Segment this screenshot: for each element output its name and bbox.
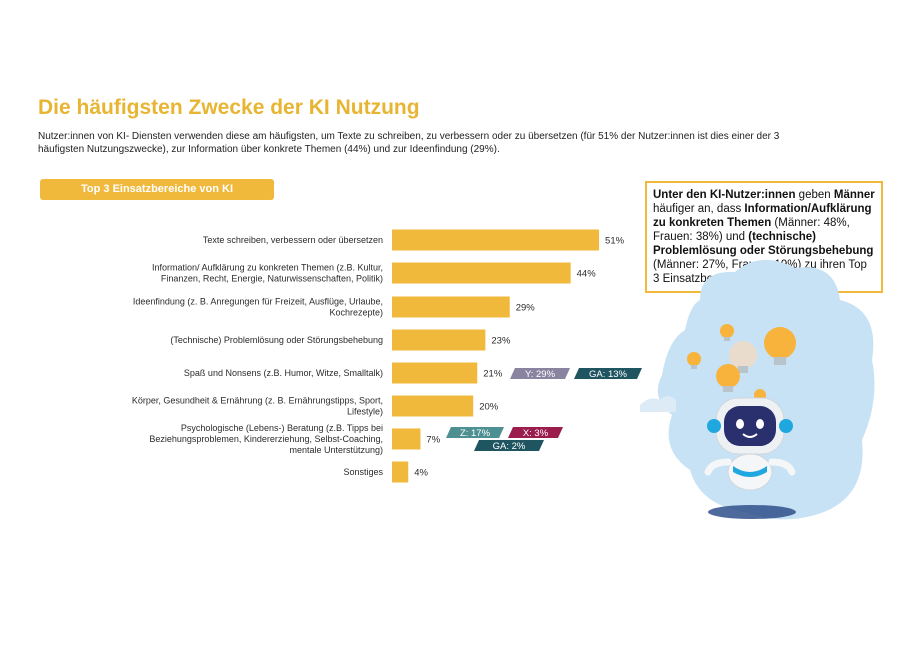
subgroup-badge xyxy=(510,368,570,379)
page-title: Die häufigsten Zwecke der KI Nutzung xyxy=(38,96,420,119)
subgroup-badge xyxy=(508,427,563,438)
category-label-line: Lifestyle) xyxy=(347,407,383,417)
subgroup-badge xyxy=(446,427,504,438)
value-label: 4% xyxy=(414,468,428,479)
page-subtitle: Nutzer:innen von KI- Diensten verwenden … xyxy=(38,131,780,155)
small-cloud xyxy=(640,396,676,412)
bar xyxy=(392,229,600,251)
category-label-line: Spaß und Nonsens (z.B. Humor, Witze, Sma… xyxy=(184,368,383,378)
callout-part-5: Information/Aufklärung zu konkreten Them… xyxy=(653,203,872,229)
value-label: 44% xyxy=(577,269,597,280)
bar xyxy=(392,296,510,318)
category-label: (Technische) Problemlösung oder Störungs… xyxy=(170,335,383,345)
lightbulb-icon xyxy=(687,352,701,369)
cloud-shape xyxy=(657,259,875,520)
category-label-line: mentale Unterstützung) xyxy=(289,445,383,455)
category-label: Ideenfindung (z. B. Anregungen für Freiz… xyxy=(133,297,383,318)
callout-part-7: (technische) Problemlösung oder Störungs… xyxy=(653,231,874,257)
lightbulb-icon xyxy=(720,324,734,341)
callout-part-1: Unter den KI-Nutzer:innen xyxy=(653,189,796,201)
subgroup-badge-label: Z: 17% xyxy=(460,428,491,439)
subgroup-badge-label: GA: 2% xyxy=(493,441,526,452)
category-label: Psychologische (Lebens-) Beratung (z.B. … xyxy=(149,423,383,455)
category-label-line: (Technische) Problemlösung oder Störungs… xyxy=(170,335,383,345)
subgroup-badge-label: GA: 13% xyxy=(589,369,628,380)
robot-ear-right xyxy=(779,419,793,433)
bar xyxy=(392,362,478,384)
robot-eye-right xyxy=(756,419,764,429)
lightbulb-icon xyxy=(764,327,796,365)
category-label: Texte schreiben, verbessern oder überset… xyxy=(203,235,383,245)
robot-eye-left xyxy=(736,419,744,429)
subgroup-badge xyxy=(574,368,642,379)
category-label-line: Sonstiges xyxy=(343,467,383,477)
robot-smile xyxy=(742,433,758,438)
subgroup-badge-label: X: 3% xyxy=(523,428,549,439)
lightbulb-icon xyxy=(716,364,740,392)
robot-arm-right xyxy=(768,458,796,476)
robot-face xyxy=(724,406,776,446)
value-label: 21% xyxy=(483,369,503,380)
value-label: 51% xyxy=(605,236,625,247)
category-label-line: Kochrezepte) xyxy=(329,308,383,318)
category-label-line: Körper, Gesundheit & Ernährung (z. B. Er… xyxy=(132,396,383,406)
callout-part-3: Männer xyxy=(833,189,875,201)
lightbulb-icon xyxy=(729,341,757,373)
subgroup-badge xyxy=(474,440,544,451)
robot-arm-left xyxy=(704,458,732,476)
category-label: Spaß und Nonsens (z.B. Humor, Witze, Sma… xyxy=(184,368,383,378)
value-label: 23% xyxy=(491,336,511,347)
bar xyxy=(392,329,486,351)
bar xyxy=(392,395,474,417)
bar xyxy=(392,428,421,450)
robot-collar xyxy=(733,466,767,477)
category-label-line: Texte schreiben, verbessern oder überset… xyxy=(203,235,383,245)
category-label-line: Psychologische (Lebens-) Beratung (z.B. … xyxy=(181,423,383,433)
bar xyxy=(392,461,409,483)
value-label: 20% xyxy=(479,402,499,413)
value-label: 29% xyxy=(516,303,536,314)
callout-part-2: geben xyxy=(795,189,834,201)
subgroup-badge-label: Y: 29% xyxy=(525,369,556,380)
callout-part-6: (Männer: 48%, Frauen: 38%) und xyxy=(653,217,850,243)
robot-shadow xyxy=(708,505,796,519)
category-label-line: Beziehungsproblemen, Kindererziehung, Se… xyxy=(149,434,383,444)
category-label: Körper, Gesundheit & Ernährung (z. B. Er… xyxy=(132,396,383,417)
callout-part-4: häufiger an, dass xyxy=(653,203,745,215)
gender-callout: Unter den KI-Nutzer:innen geben Männer h… xyxy=(645,181,883,293)
category-label: Information/ Aufklärung zu konkreten The… xyxy=(152,263,383,284)
chart-label-pill: Top 3 Einsatzbereiche von KI xyxy=(40,179,274,200)
category-label-line: Ideenfindung (z. B. Anregungen für Freiz… xyxy=(133,297,383,307)
category-label-line: Information/ Aufklärung zu konkreten The… xyxy=(152,263,383,273)
robot-ear-left xyxy=(707,419,721,433)
category-label-line: Finanzen, Recht, Energie, Naturwissensch… xyxy=(161,274,383,284)
bar xyxy=(392,262,571,284)
value-label: 7% xyxy=(426,435,440,446)
category-label: Sonstiges xyxy=(343,467,383,477)
